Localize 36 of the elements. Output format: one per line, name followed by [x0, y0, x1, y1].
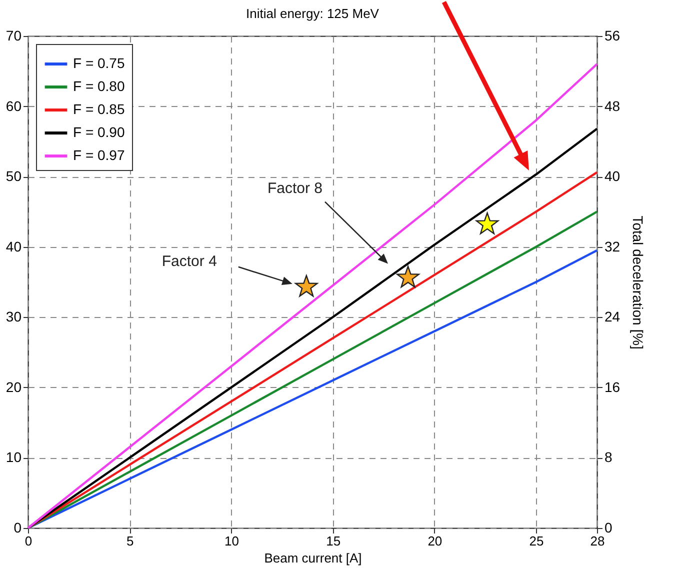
- x-tick-label: 28: [590, 534, 605, 548]
- y-tick-label: 40: [6, 238, 22, 254]
- annotation: Factor 4: [162, 252, 217, 270]
- legend-label: F = 0.97: [73, 147, 125, 163]
- y-tick-label: 0: [14, 520, 22, 536]
- legend-label: F = 0.80: [73, 78, 125, 94]
- x-tick-label: 10: [224, 534, 239, 548]
- x-tick-label: 5: [126, 534, 134, 548]
- y2-tick-label: 40: [604, 168, 620, 184]
- x-axis-title: Beam current [A]: [264, 550, 362, 566]
- y2-axis-title: Total deceleration [%]: [630, 216, 646, 350]
- y-tick-label: 50: [6, 168, 22, 184]
- x-tick-label: 25: [529, 534, 544, 548]
- point: [476, 212, 499, 234]
- y2-tick-label: 16: [604, 378, 620, 395]
- legend-label: F = 0.85: [73, 101, 125, 117]
- y-tick-label: 10: [6, 449, 22, 466]
- y-tick-label: 60: [6, 98, 22, 114]
- x-tick-label: 0: [24, 534, 32, 548]
- legend-label: F = 0.90: [73, 124, 125, 140]
- point: [396, 266, 420, 288]
- y-tick-label: 30: [6, 308, 22, 325]
- y-tick-label: 70: [6, 28, 22, 44]
- point: [294, 274, 318, 297]
- legend-label: F = 0.75: [73, 55, 125, 71]
- y2-tick-label: 24: [604, 308, 620, 325]
- y2-tick-label: 48: [604, 98, 620, 114]
- y2-tick-label: 32: [604, 238, 620, 254]
- y2-tick-label: 8: [604, 449, 612, 466]
- y-tick-label: 20: [6, 378, 22, 395]
- y2-tick-label: 56: [604, 28, 620, 44]
- annotation: Factor 8: [267, 180, 323, 197]
- chart-title: Initial energy: 125 MeV: [246, 6, 380, 21]
- y2-tick-label: 0: [604, 520, 612, 536]
- x-tick-label: 20: [428, 534, 442, 548]
- x-tick-label: 15: [326, 534, 341, 548]
